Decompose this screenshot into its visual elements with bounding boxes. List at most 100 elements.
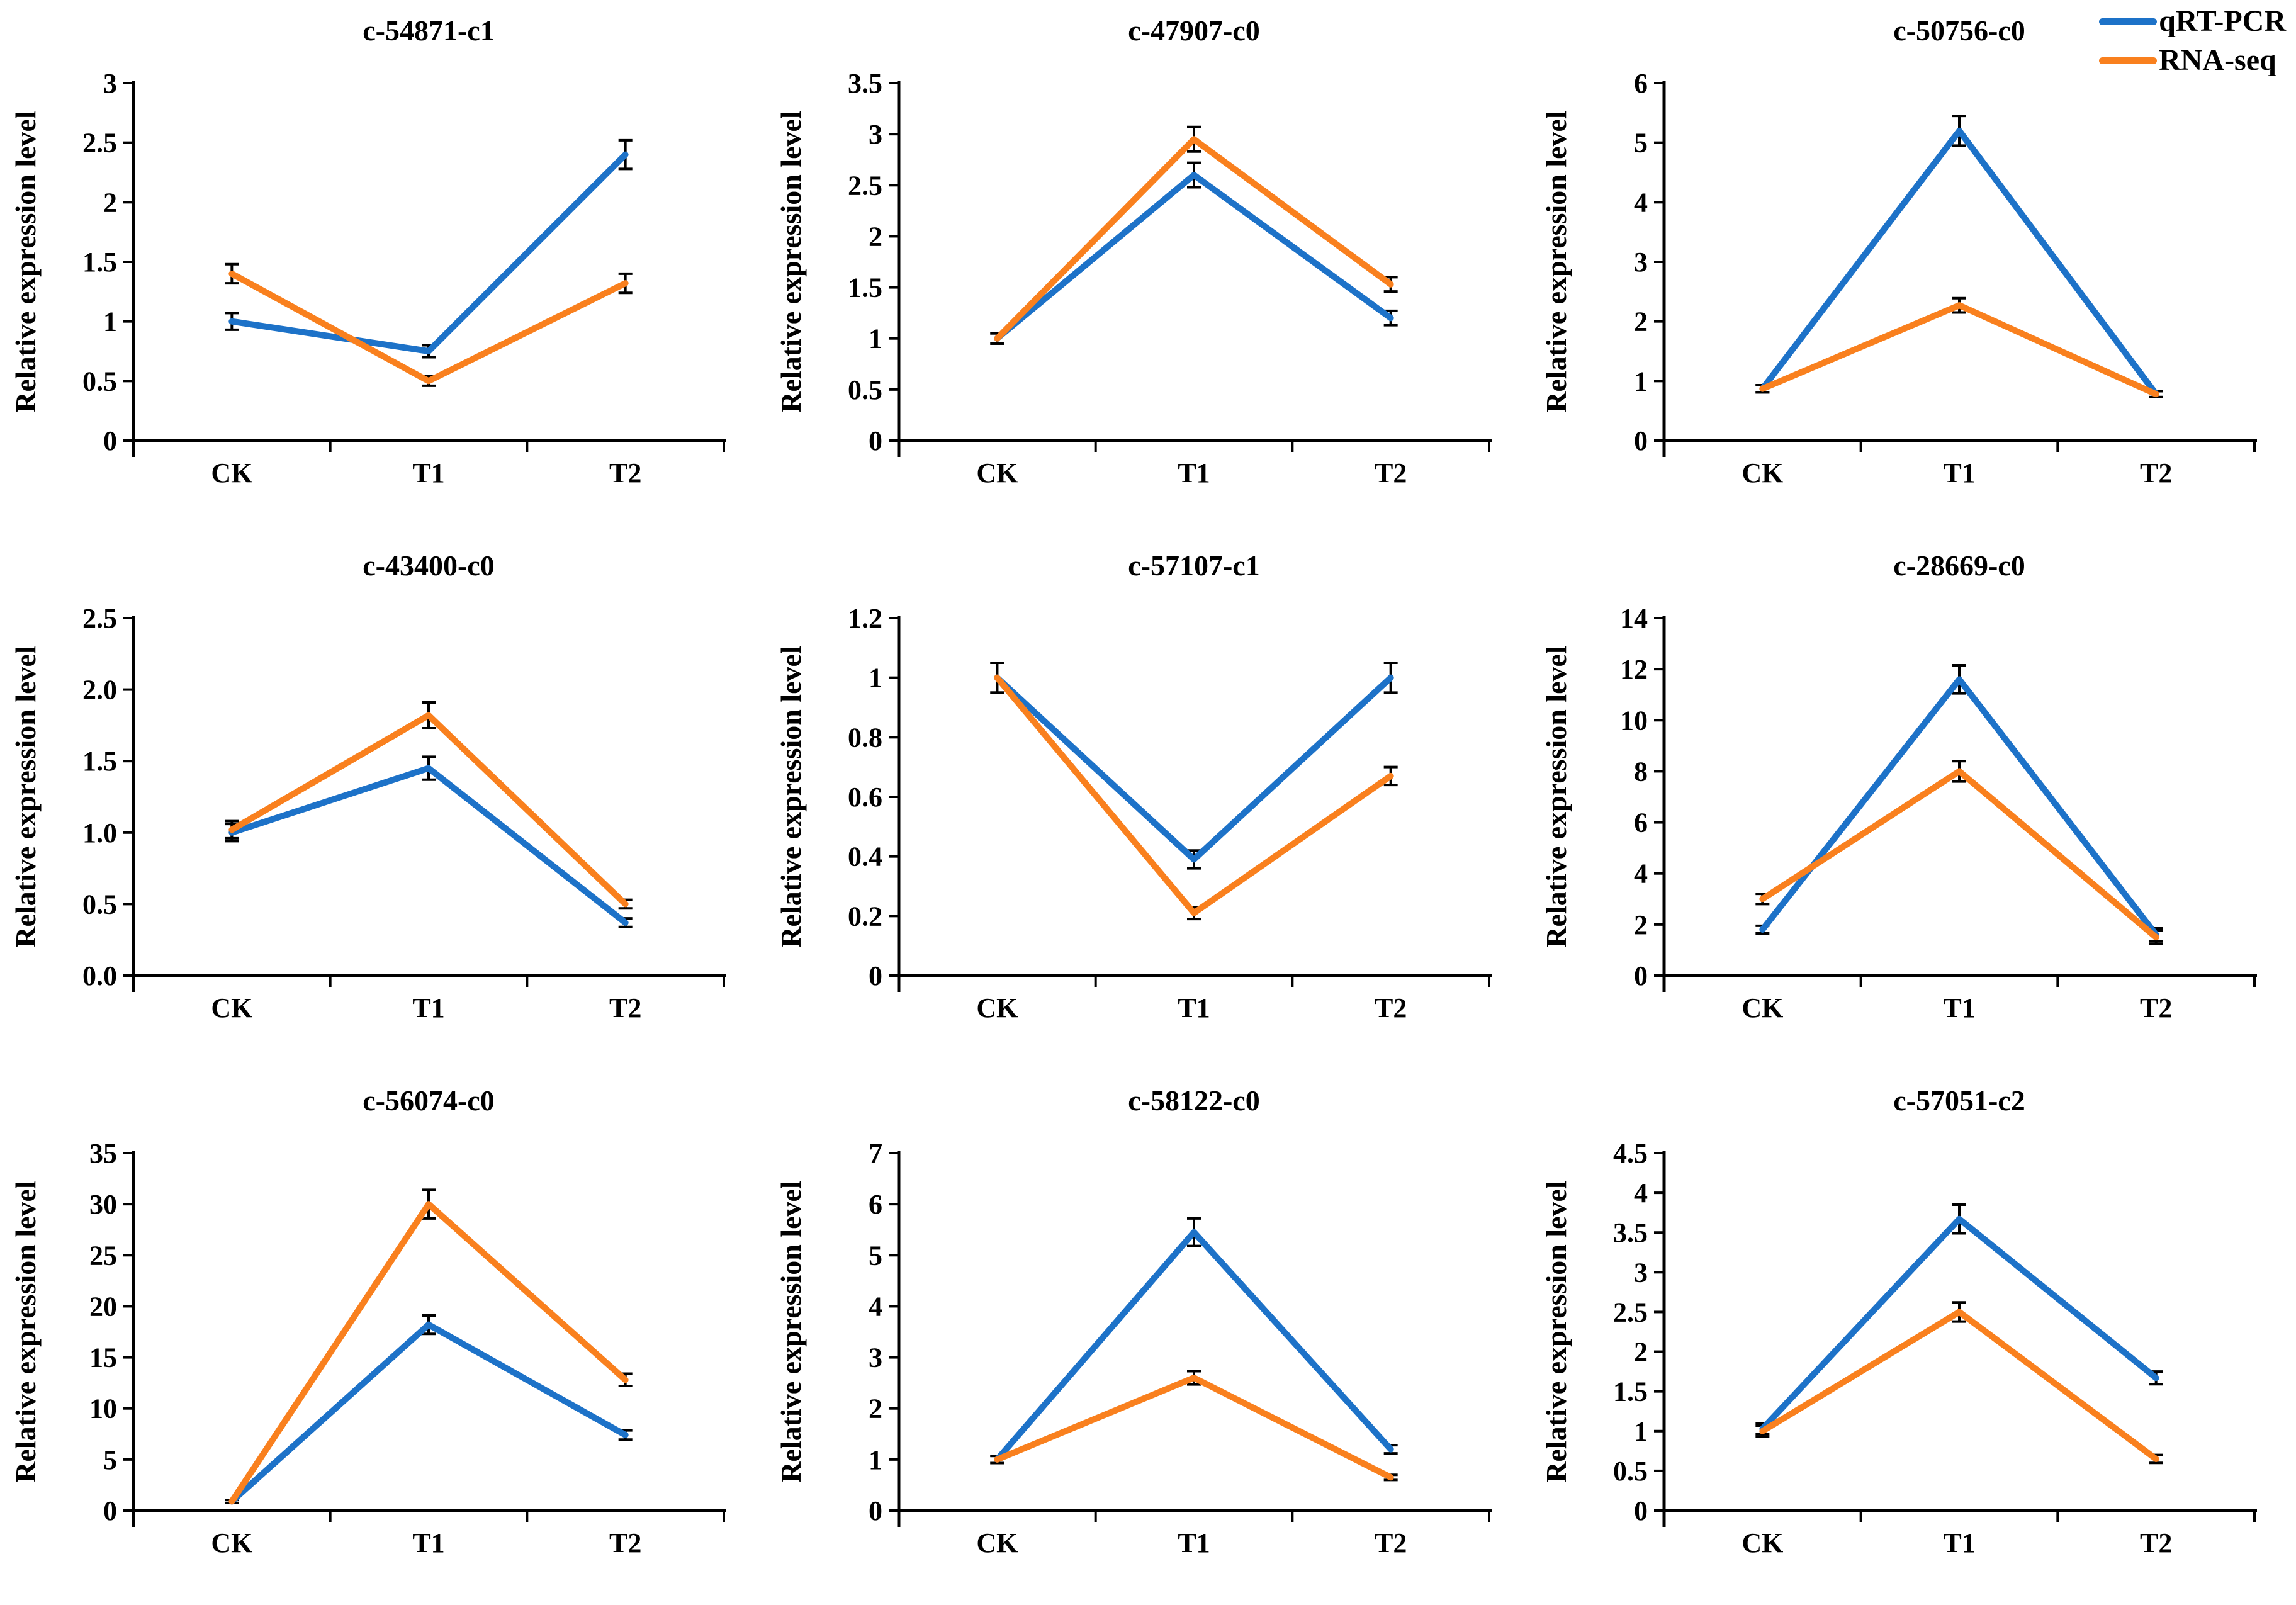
- y-tick-label: 1: [869, 324, 882, 354]
- y-tick-label: 4: [1634, 1178, 1648, 1208]
- x-category-label: CK: [211, 993, 252, 1023]
- x-category-label: T2: [2140, 993, 2172, 1023]
- series-line-qRT-PCR: [994, 172, 1394, 342]
- chart-cell-c-54871-c1: 0 0.5 1 1.5 2 2.5 3 CK T1 T2 c-54871-c1 Relative ex…: [0, 0, 765, 535]
- y-tick-label: 2.5: [82, 603, 117, 634]
- x-category-label: T1: [412, 458, 444, 488]
- y-tick-label: 10: [89, 1394, 117, 1424]
- y-tick-label: 2.5: [82, 128, 117, 159]
- y-tick-label: 0.5: [82, 366, 117, 397]
- y-tick-label: 1.5: [1613, 1377, 1648, 1407]
- y-tick-label: 4.5: [1613, 1138, 1648, 1169]
- x-category-label: T2: [2140, 458, 2172, 488]
- y-tick-label: 0: [1634, 425, 1648, 456]
- x-category-label: CK: [976, 458, 1018, 488]
- x-category-label: T1: [1178, 993, 1210, 1023]
- x-category-label: T2: [609, 993, 641, 1023]
- y-tick-label: 0.6: [848, 782, 882, 813]
- y-axis-title: Relative expression level: [775, 1181, 807, 1483]
- x-category-label: CK: [211, 1528, 252, 1558]
- series-line-RNA-seq: [228, 712, 629, 908]
- series-line-RNA-seq: [1759, 302, 2159, 398]
- series-line-RNA-seq: [1759, 1309, 2159, 1462]
- y-tick-label: 1: [1634, 1416, 1648, 1447]
- series-line-RNA-seq: [1759, 768, 2159, 941]
- y-tick-label: 1.0: [82, 818, 117, 848]
- y-tick-label: 1: [869, 663, 882, 694]
- y-tick-label: 3: [1634, 247, 1648, 278]
- y-axis-title: Relative expression level: [1540, 1181, 1572, 1483]
- y-axis-title: Relative expression level: [775, 646, 807, 948]
- y-tick-label: 35: [89, 1138, 117, 1169]
- x-category-label: CK: [211, 458, 252, 488]
- chart-title: c-47907-c0: [1128, 14, 1259, 47]
- y-tick-label: 5: [1634, 128, 1648, 159]
- series-line-qRT-PCR: [1759, 127, 2159, 398]
- y-tick-label: 1.5: [848, 273, 882, 303]
- chart-cell-c-57051-c2: 0 0.5 1 1.5 2 2.5 3 3.5 4 4.5 CK T1 T2 c-57051-c2 Rela…: [1531, 1070, 2296, 1605]
- y-tick-label: 1.2: [848, 603, 882, 634]
- chart-c-28669-c0: 0 2 4 6 8 10 12 14 CK T1 T2 c-28669-c0 Relative expr…: [1540, 549, 2257, 1023]
- y-tick-label: 3: [869, 1343, 882, 1373]
- y-tick-label: 0.5: [82, 889, 117, 920]
- series-line-qRT-PCR: [1759, 1215, 2159, 1432]
- legend-item-qrt-pcr: qRT-PCR: [2099, 6, 2286, 37]
- legend-label-rna-seq: RNA-seq: [2159, 43, 2276, 77]
- y-tick-label: 5: [103, 1444, 117, 1475]
- y-tick-label: 0: [103, 425, 117, 456]
- y-tick-label: 0.5: [1613, 1456, 1648, 1487]
- x-category-label: T1: [1943, 993, 1975, 1023]
- chart-cell-c-50756-c0: 0 1 2 3 4 5 6 CK T1 T2 c-50756-c0 Relative expressi…: [1531, 0, 2296, 535]
- series-line-RNA-seq: [228, 270, 629, 385]
- x-category-label: T2: [1375, 1528, 1407, 1558]
- x-category-label: T2: [609, 458, 641, 488]
- x-category-label: T1: [412, 1528, 444, 1558]
- series-line-RNA-seq: [994, 136, 1394, 342]
- x-category-label: T1: [412, 993, 444, 1023]
- chart-cell-c-56074-c0: 0 5 10 15 20 25 30 35 CK T1 T2 c-56074-c0 Relative e…: [0, 1070, 765, 1605]
- series-line-qRT-PCR: [994, 1229, 1394, 1463]
- y-axis-title: Relative expression level: [9, 646, 42, 948]
- chart-title: c-58122-c0: [1128, 1084, 1259, 1117]
- y-tick-label: 20: [89, 1291, 117, 1322]
- y-tick-label: 2.0: [82, 675, 117, 706]
- chart-title: c-57051-c2: [1893, 1084, 2025, 1117]
- y-axis-title: Relative expression level: [1540, 646, 1572, 948]
- y-tick-label: 0.0: [82, 960, 117, 991]
- x-category-label: T1: [1943, 458, 1975, 488]
- y-tick-label: 3.5: [848, 68, 882, 99]
- y-axis-title: Relative expression level: [9, 111, 42, 413]
- y-tick-label: 0: [103, 1495, 117, 1526]
- y-tick-label: 0.8: [848, 722, 882, 753]
- x-category-label: T2: [1375, 993, 1407, 1023]
- chart-legend: qRT-PCR RNA-seq: [2099, 6, 2286, 76]
- chart-title: c-54871-c1: [363, 14, 494, 47]
- x-category-label: CK: [976, 1528, 1018, 1558]
- x-category-label: CK: [1742, 458, 1783, 488]
- y-tick-label: 6: [1634, 808, 1648, 838]
- y-tick-label: 2: [1634, 1337, 1648, 1368]
- x-category-label: CK: [1742, 993, 1783, 1023]
- y-tick-label: 0: [869, 960, 882, 991]
- y-tick-label: 4: [869, 1291, 882, 1322]
- y-tick-label: 0.4: [848, 842, 882, 872]
- y-tick-label: 10: [1620, 705, 1648, 736]
- chart-title: c-43400-c0: [363, 549, 494, 582]
- y-tick-label: 4: [1634, 859, 1648, 889]
- y-tick-label: 1.5: [82, 247, 117, 278]
- chart-c-57051-c2: 0 0.5 1 1.5 2 2.5 3 3.5 4 4.5 CK T1 T2 c-57051-c2 Rela…: [1540, 1084, 2257, 1558]
- y-axis-title: Relative expression level: [1540, 111, 1572, 413]
- y-tick-label: 7: [869, 1138, 882, 1169]
- y-tick-label: 4: [1634, 187, 1648, 218]
- chart-c-57107-c1: 0 0.2 0.4 0.6 0.8 1 1.2 CK T1 T2 c-57107-c1 Relativ…: [775, 549, 1492, 1023]
- y-tick-label: 30: [89, 1189, 117, 1220]
- x-category-label: T2: [1375, 458, 1407, 488]
- chart-cell-c-47907-c0: 0 0.5 1 1.5 2 2.5 3 3.5 CK T1 T2 c-47907-c0 Relative…: [765, 0, 1531, 535]
- y-tick-label: 2: [1634, 910, 1648, 940]
- x-category-label: CK: [976, 993, 1018, 1023]
- y-tick-label: 14: [1620, 603, 1648, 634]
- series-line-qRT-PCR: [994, 674, 1394, 863]
- chart-c-47907-c0: 0 0.5 1 1.5 2 2.5 3 3.5 CK T1 T2 c-47907-c0 Relative…: [775, 14, 1492, 488]
- y-tick-label: 2: [869, 221, 882, 252]
